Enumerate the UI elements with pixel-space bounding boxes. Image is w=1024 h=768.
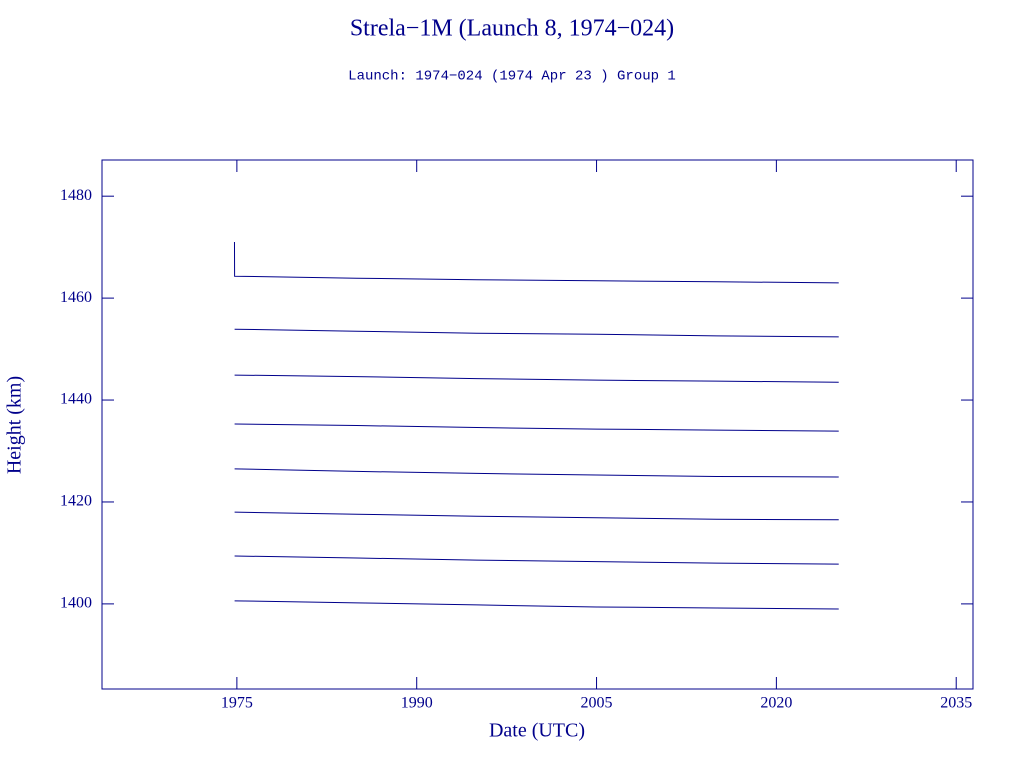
y-tick-label: 1440 <box>60 391 92 408</box>
series-line <box>234 468 839 478</box>
chart-title: Strela−1M (Launch 8, 1974−024) <box>350 16 674 42</box>
x-tick-label: 1975 <box>221 695 253 712</box>
chart-subtitle: Launch: 1974−024 (1974 Apr 23 ) Group 1 <box>348 69 676 85</box>
x-tick-label: 2020 <box>760 695 792 712</box>
plot-frame <box>101 159 974 690</box>
y-axis-label: Height (km) <box>4 376 26 474</box>
series-line <box>234 423 839 432</box>
y-tick-label: 1460 <box>60 289 92 306</box>
series-line <box>234 328 839 338</box>
series-line <box>234 374 839 383</box>
x-axis-label: Date (UTC) <box>489 720 585 742</box>
y-tick-label: 1480 <box>60 187 92 204</box>
y-tick-label: 1420 <box>60 493 92 510</box>
series-line <box>234 555 839 565</box>
series-line <box>234 511 839 521</box>
x-tick-label: 2005 <box>581 695 613 712</box>
series-line <box>233 242 839 284</box>
x-tick-label: 2035 <box>940 695 972 712</box>
series-line <box>234 600 839 610</box>
x-tick-label: 1990 <box>401 695 433 712</box>
y-tick-label: 1400 <box>60 595 92 612</box>
